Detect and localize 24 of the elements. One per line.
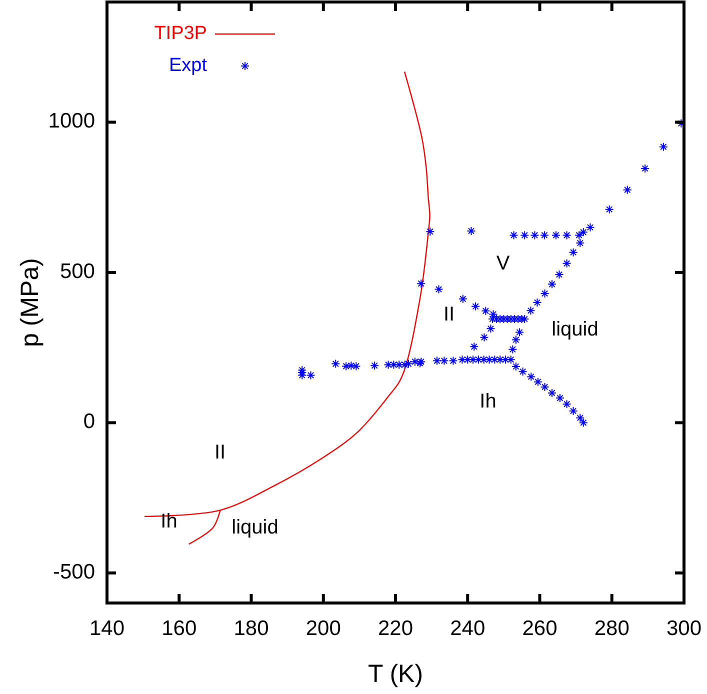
annotation: Ih (160, 510, 178, 532)
y-tick-label: -500 (52, 560, 95, 584)
x-tick-label: 300 (666, 617, 702, 640)
x-tick-label: 160 (162, 617, 197, 640)
x-tick-label: 280 (594, 617, 630, 640)
x-axis-title: T (K) (368, 660, 424, 688)
x-tick-label: 140 (89, 617, 125, 640)
annotation: Ih (480, 390, 496, 412)
y-tick-label: 500 (60, 260, 95, 283)
legend-label: Expt (168, 55, 208, 76)
annotation: liquid (232, 516, 278, 538)
x-tick-label: 260 (522, 617, 558, 640)
x-tick-label: 180 (234, 617, 269, 640)
annotation: V (496, 252, 510, 274)
annotation: II (214, 441, 226, 464)
x-tick-label: 220 (378, 617, 414, 640)
legend-label: TIP3P (154, 23, 207, 44)
y-tick-label: 1000 (48, 110, 95, 133)
annotation: liquid (552, 318, 598, 340)
annotation: II (443, 303, 455, 326)
y-axis-title: p (MPa) (16, 258, 44, 347)
x-tick-label: 240 (450, 617, 486, 640)
x-tick-label: 200 (306, 617, 341, 640)
y-tick-label: 0 (83, 410, 95, 434)
